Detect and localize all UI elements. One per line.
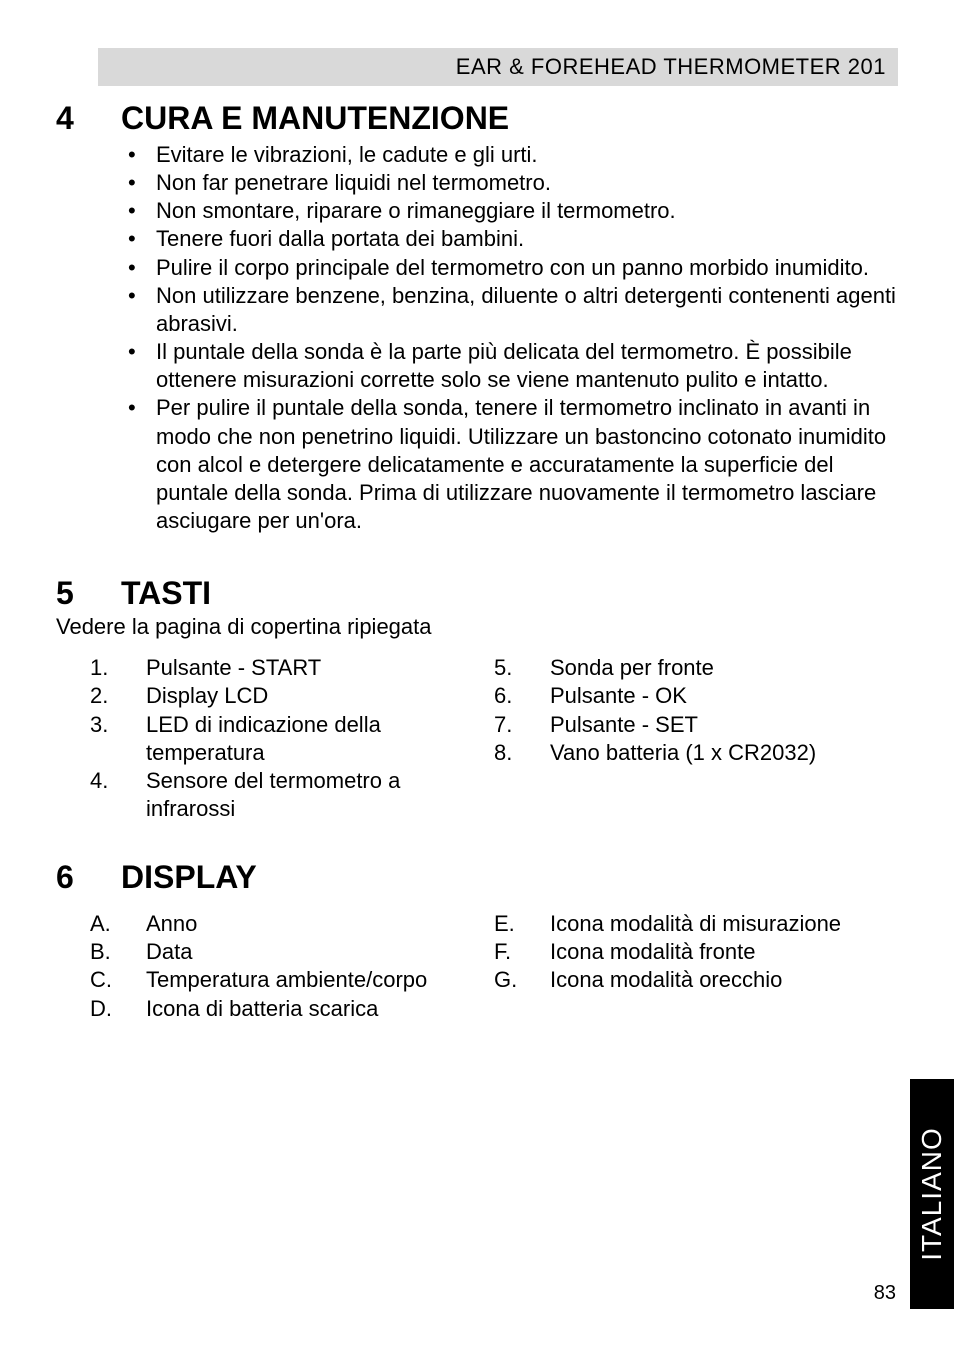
list-item: 6.Pulsante - OK [494, 682, 898, 710]
section-5-left-col: 1.Pulsante - START 2.Display LCD 3.LED d… [56, 654, 494, 823]
list-item: 2.Display LCD [90, 682, 494, 710]
list-item: E.Icona modalità di misurazione [494, 910, 898, 938]
list-item: 3.LED di indicazione della temperatura [90, 711, 494, 767]
list-item: C.Temperatura ambiente/corpo [90, 966, 494, 994]
bullet-item: •Non utilizzare benzene, benzina, diluen… [126, 282, 898, 338]
section-5-subline: Vedere la pagina di copertina ripiegata [56, 614, 898, 640]
bullet-item: •Pulire il corpo principale del termomet… [126, 254, 898, 282]
section-5-number: 5 [56, 575, 121, 612]
header-bar: EAR & FOREHEAD THERMOMETER 201 [98, 48, 898, 86]
bullet-item: •Evitare le vibrazioni, le cadute e gli … [126, 141, 898, 169]
bullet-item: •Per pulire il puntale della sonda, tene… [126, 394, 898, 535]
list-item: 1.Pulsante - START [90, 654, 494, 682]
section-6-number: 6 [56, 859, 121, 896]
section-4-number: 4 [56, 100, 121, 137]
section-5-title: TASTI [121, 575, 211, 612]
section-6-list: A.Anno B.Data C.Temperatura ambiente/cor… [56, 910, 898, 1023]
list-item: F.Icona modalità fronte [494, 938, 898, 966]
list-item: G.Icona modalità orecchio [494, 966, 898, 994]
list-item: 8.Vano batteria (1 x CR2032) [494, 739, 898, 767]
list-item: D.Icona di batteria scarica [90, 995, 494, 1023]
bullet-item: •Il puntale della sonda è la parte più d… [126, 338, 898, 394]
section-4-bullets: •Evitare le vibrazioni, le cadute e gli … [126, 141, 898, 535]
bullet-item: •Tenere fuori dalla portata dei bambini. [126, 225, 898, 253]
section-6-right-col: E.Icona modalità di misurazione F.Icona … [494, 910, 898, 1023]
page-number: 83 [874, 1282, 896, 1305]
header-product-title: EAR & FOREHEAD THERMOMETER 201 [456, 54, 886, 80]
section-6-heading: 6 DISPLAY [56, 859, 898, 896]
section-5-heading: 5 TASTI [56, 575, 898, 612]
section-4-title: CURA E MANUTENZIONE [121, 100, 509, 137]
list-item: 5.Sonda per fronte [494, 654, 898, 682]
bullet-item: •Non far penetrare liquidi nel termometr… [126, 169, 898, 197]
list-item: 4.Sensore del termometro a infrarossi [90, 767, 494, 823]
list-item: A.Anno [90, 910, 494, 938]
section-6-title: DISPLAY [121, 859, 257, 896]
section-5-right-col: 5.Sonda per fronte 6.Pulsante - OK 7.Pul… [494, 654, 898, 823]
language-tab-label: ITALIANO [916, 1127, 948, 1261]
section-5-list: 1.Pulsante - START 2.Display LCD 3.LED d… [56, 654, 898, 823]
language-tab: ITALIANO [910, 1079, 954, 1309]
list-item: 7.Pulsante - SET [494, 711, 898, 739]
list-item: B.Data [90, 938, 494, 966]
section-4-heading: 4 CURA E MANUTENZIONE [56, 100, 898, 137]
section-6-left-col: A.Anno B.Data C.Temperatura ambiente/cor… [56, 910, 494, 1023]
bullet-item: •Non smontare, riparare o rimaneggiare i… [126, 197, 898, 225]
